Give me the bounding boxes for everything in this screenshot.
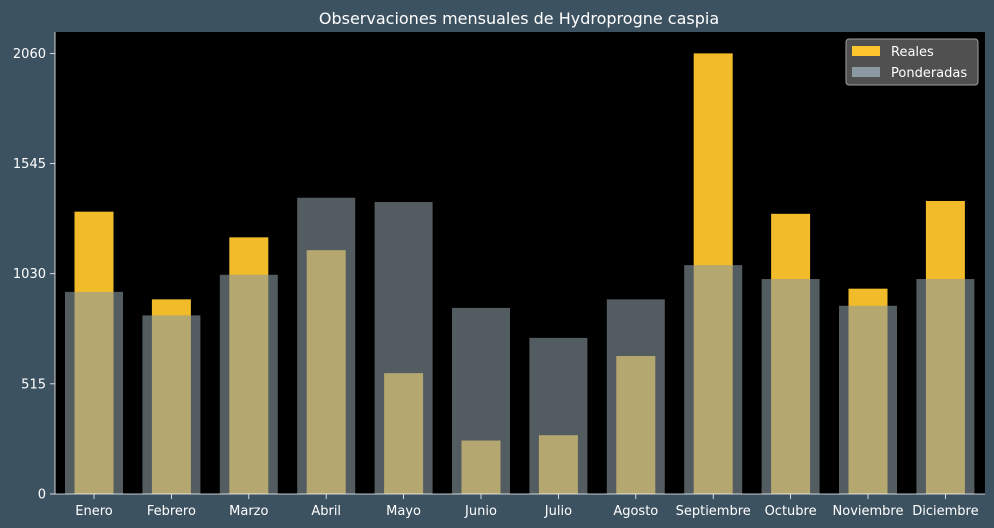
x-tick-label-7: Agosto (613, 504, 658, 519)
x-tick-label-4: Mayo (386, 504, 421, 519)
bar-ponderadas-9 (761, 279, 820, 494)
axes-group: 0 515 1030 1545 2060 Enero Febrero Marzo Abril Ma… (13, 32, 985, 519)
x-tick-label-3: Abril (311, 504, 341, 519)
plot-area (55, 32, 985, 494)
bar-ponderadas-10 (839, 305, 897, 494)
x-tick-label-2: Marzo (229, 504, 268, 519)
legend-label-ponderadas: Ponderadas (891, 66, 967, 81)
x-tick-label-0: Enero (75, 504, 113, 519)
x-tick-label-1: Febrero (147, 504, 196, 519)
bar-ponderadas-8 (684, 265, 743, 494)
bar-ponderadas-3 (297, 197, 356, 494)
legend: Reales Ponderadas (845, 38, 979, 86)
bars-group (65, 53, 975, 495)
bar-ponderadas-7 (606, 299, 665, 494)
x-tick-label-6: Julio (544, 504, 572, 519)
x-tick-label-9: Octubre (765, 504, 817, 519)
chart-title: Observaciones mensuales de Hydroprogne c… (319, 9, 719, 28)
x-tick-label-5: Junio (464, 504, 497, 519)
bar-ponderadas-4 (374, 202, 433, 494)
y-tick-label-2: 1030 (13, 267, 46, 282)
bar-ponderadas-2 (219, 274, 278, 494)
legend-swatch-reales (852, 46, 880, 56)
bar-ponderadas-6 (529, 337, 588, 494)
legend-label-reales: Reales (891, 45, 934, 60)
bar-ponderadas-5 (452, 307, 510, 494)
legend-swatch-ponderadas (852, 67, 880, 77)
bar-ponderadas-11 (916, 279, 975, 494)
x-tick-label-8: Septiembre (676, 504, 751, 519)
y-tick-label-1: 515 (21, 377, 46, 392)
y-tick-label-0: 0 (38, 488, 46, 503)
x-tick-label-10: Noviembre (833, 504, 904, 519)
bar-ponderadas-0 (65, 291, 123, 494)
x-tick-label-11: Diciembre (912, 504, 978, 519)
bar-ponderadas-1 (142, 315, 201, 494)
y-tick-label-4: 2060 (13, 47, 46, 62)
y-tick-label-3: 1545 (13, 157, 46, 172)
